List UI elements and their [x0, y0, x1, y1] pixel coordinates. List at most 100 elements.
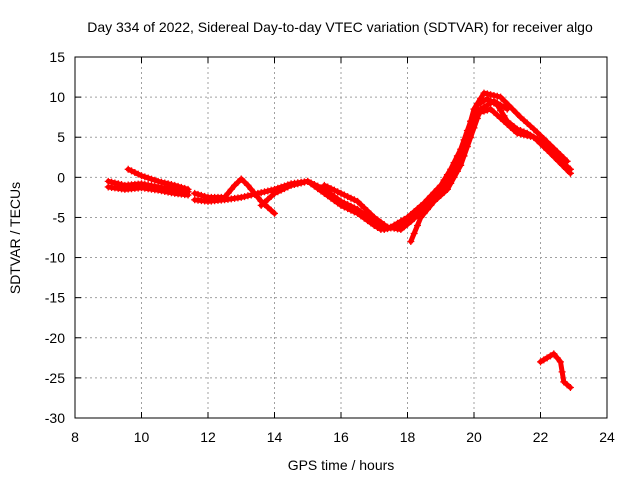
data-point — [507, 123, 515, 131]
data-point — [267, 186, 275, 194]
data-point — [271, 189, 278, 197]
x-tick-label: 8 — [71, 429, 79, 445]
series-layer — [104, 89, 574, 392]
data-point — [457, 161, 465, 169]
data-point — [470, 124, 478, 132]
data-point — [131, 169, 139, 177]
data-point — [533, 136, 541, 144]
data-point — [477, 94, 485, 102]
series-track-g — [320, 89, 571, 233]
data-point — [533, 128, 541, 136]
x-tick-label: 18 — [400, 429, 416, 445]
x-tick-label: 10 — [134, 429, 150, 445]
series-track-e — [191, 175, 278, 217]
y-tick-label: -30 — [45, 410, 65, 426]
data-point — [463, 143, 471, 151]
data-point — [497, 114, 505, 122]
data-point — [487, 105, 495, 113]
data-point — [201, 192, 209, 200]
data-point — [407, 217, 415, 225]
data-point — [264, 195, 272, 203]
data-point — [500, 117, 508, 125]
data-point — [413, 221, 421, 229]
data-point — [410, 229, 418, 237]
data-point — [450, 173, 458, 181]
data-point — [224, 189, 232, 197]
data-point — [503, 120, 511, 128]
data-point — [154, 177, 162, 185]
data-point — [473, 115, 481, 123]
x-tick-label: 12 — [200, 429, 216, 445]
data-point — [128, 167, 136, 175]
data-point — [157, 178, 165, 186]
data-point — [247, 185, 255, 193]
data-point — [556, 358, 564, 366]
data-point — [527, 122, 535, 130]
data-point — [277, 186, 285, 194]
data-point — [520, 131, 528, 139]
data-point — [297, 179, 305, 187]
data-point — [407, 238, 415, 246]
data-point — [124, 165, 132, 173]
data-point — [244, 192, 252, 200]
data-point — [167, 181, 175, 189]
data-point — [490, 108, 498, 116]
data-point — [227, 185, 235, 193]
data-point — [357, 201, 365, 209]
data-point — [344, 201, 352, 209]
data-point — [427, 201, 435, 209]
data-point — [174, 182, 182, 190]
data-point — [546, 141, 554, 149]
x-tick-label: 24 — [599, 429, 615, 445]
data-point — [566, 169, 574, 177]
data-point — [347, 202, 355, 210]
chart-title: Day 334 of 2022, Sidereal Day-to-day VTE… — [87, 19, 593, 35]
data-point — [261, 188, 269, 196]
data-point — [271, 209, 278, 217]
data-point — [290, 181, 298, 189]
data-point — [267, 206, 275, 214]
series-track-b — [104, 183, 192, 199]
data-point — [420, 209, 428, 217]
data-point — [280, 185, 288, 193]
data-point — [261, 198, 269, 206]
data-point — [501, 97, 509, 105]
data-point — [191, 189, 199, 197]
data-point — [310, 181, 318, 189]
data-point — [284, 183, 292, 191]
data-point — [550, 350, 558, 358]
data-point — [231, 181, 239, 189]
data-point — [367, 210, 375, 218]
data-point — [497, 93, 505, 101]
y-tick-label: -25 — [45, 370, 65, 386]
data-point — [510, 126, 518, 134]
data-point — [350, 196, 358, 204]
data-point — [540, 143, 548, 151]
data-point — [237, 175, 245, 183]
ticks: 8 10 12 14 16 18 20 22 24 -30 -25 -20 -15 -10 -5 0 5 10 15 — [45, 49, 615, 445]
data-point — [523, 119, 531, 127]
data-point — [487, 91, 495, 99]
data-point — [453, 167, 461, 175]
data-point — [194, 190, 202, 198]
data-point — [493, 92, 501, 100]
y-tick-label: 15 — [49, 49, 65, 65]
data-point — [307, 179, 315, 187]
data-point — [530, 133, 538, 141]
data-point — [251, 189, 259, 197]
data-point — [234, 178, 242, 186]
data-point — [550, 144, 558, 152]
data-point — [254, 193, 262, 201]
data-point — [340, 199, 348, 207]
data-point — [440, 188, 448, 196]
data-point — [184, 185, 192, 193]
data-point — [237, 193, 245, 201]
y-tick-label: -20 — [45, 330, 65, 346]
series-track-h — [407, 97, 511, 246]
data-point — [144, 174, 152, 182]
data-point — [562, 165, 570, 173]
data-point — [330, 186, 338, 194]
data-point — [443, 185, 451, 193]
